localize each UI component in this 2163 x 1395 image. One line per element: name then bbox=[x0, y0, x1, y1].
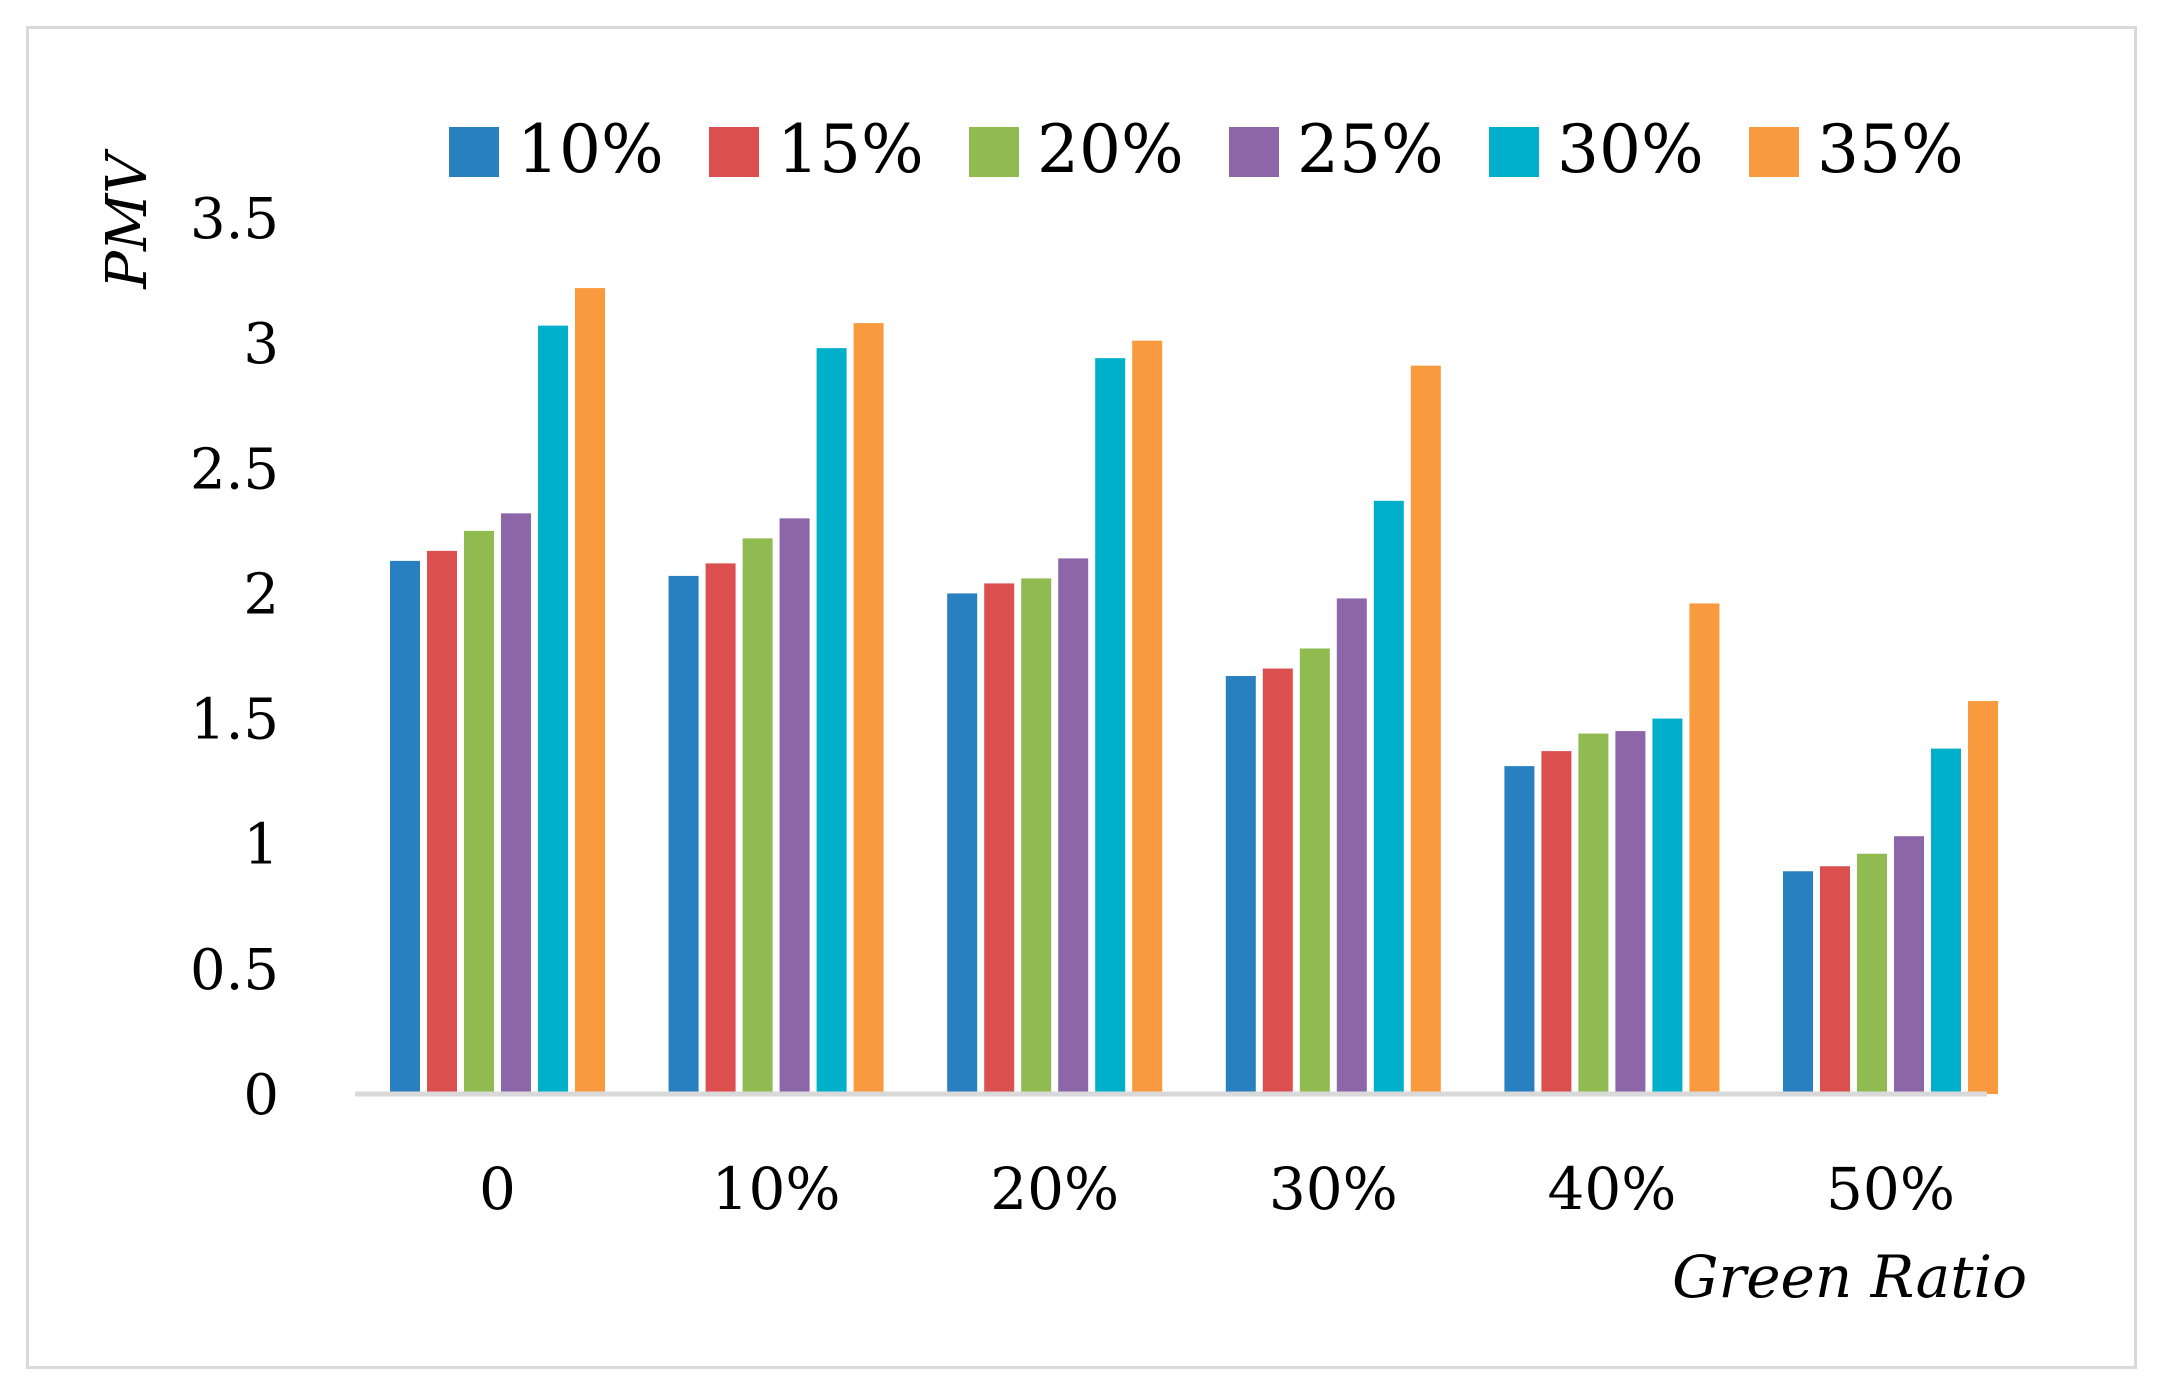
bar bbox=[1058, 558, 1089, 1094]
bar bbox=[853, 323, 884, 1094]
legend-swatch bbox=[449, 127, 499, 177]
y-tick-label: 0.5 bbox=[190, 938, 279, 1003]
bar bbox=[1783, 871, 1813, 1094]
bar bbox=[1336, 598, 1367, 1094]
y-tick-label: 0 bbox=[243, 1063, 279, 1128]
bar bbox=[1021, 578, 1052, 1094]
y-tick-label: 3 bbox=[243, 312, 279, 377]
legend-label: 35% bbox=[1817, 111, 1964, 188]
x-tick-label: 30% bbox=[1269, 1155, 1398, 1223]
bar bbox=[501, 513, 531, 1094]
legend-swatch bbox=[709, 127, 759, 177]
legend-swatch bbox=[1229, 127, 1279, 177]
y-tick-label: 2.5 bbox=[190, 437, 279, 502]
bars bbox=[390, 288, 1998, 1095]
legend-label: 10% bbox=[517, 111, 664, 188]
y-axis-label: PMV bbox=[95, 148, 160, 290]
x-axis-label: Green Ratio bbox=[1672, 1243, 2027, 1311]
bar bbox=[1225, 676, 1256, 1094]
legend-swatch bbox=[969, 127, 1019, 177]
bar bbox=[427, 550, 457, 1094]
bar bbox=[779, 518, 810, 1094]
legend: 10% 15% 20% 25% 30% 35% bbox=[449, 111, 1964, 188]
bar bbox=[947, 593, 978, 1094]
bar bbox=[1968, 701, 1998, 1094]
bar bbox=[668, 575, 699, 1094]
bar bbox=[1578, 733, 1609, 1094]
bar bbox=[742, 538, 773, 1094]
bar bbox=[1262, 668, 1293, 1094]
y-tick-label: 1.5 bbox=[190, 688, 279, 753]
chart-frame: 10% 15% 20% 25% 30% 35% PMV 0 0.5 1 1.5 2 2.5 3 3.5 … bbox=[26, 26, 2137, 1369]
bar bbox=[390, 560, 420, 1094]
bar bbox=[1504, 766, 1535, 1094]
legend-label: 30% bbox=[1557, 111, 1704, 188]
bar bbox=[464, 530, 494, 1094]
y-tick-label: 2 bbox=[243, 562, 279, 627]
bar bbox=[1410, 365, 1441, 1094]
legend-label: 15% bbox=[777, 111, 924, 188]
bar bbox=[705, 563, 736, 1094]
bar bbox=[1299, 648, 1330, 1094]
y-axis-ticks: 0 0.5 1 1.5 2 2.5 3 3.5 bbox=[190, 187, 279, 1128]
legend-swatch bbox=[1749, 127, 1799, 177]
bar bbox=[538, 325, 568, 1094]
bar bbox=[1373, 500, 1404, 1094]
bar bbox=[1132, 340, 1163, 1094]
bar bbox=[1894, 836, 1924, 1094]
bar bbox=[1820, 866, 1850, 1094]
bar bbox=[984, 583, 1015, 1094]
x-tick-label: 0 bbox=[479, 1155, 516, 1223]
legend-label: 25% bbox=[1297, 111, 1444, 188]
legend-swatch bbox=[1489, 127, 1539, 177]
bar bbox=[1689, 603, 1720, 1094]
legend-label: 20% bbox=[1037, 111, 1184, 188]
bar bbox=[816, 348, 847, 1094]
bar bbox=[1652, 718, 1683, 1094]
bar bbox=[1857, 853, 1887, 1094]
bar bbox=[1615, 731, 1646, 1094]
x-tick-label: 50% bbox=[1826, 1155, 1955, 1223]
x-tick-label: 10% bbox=[712, 1155, 841, 1223]
y-tick-label: 1 bbox=[243, 813, 279, 878]
bar bbox=[575, 288, 605, 1095]
x-tick-label: 40% bbox=[1547, 1155, 1676, 1223]
bar bbox=[1541, 751, 1572, 1094]
x-tick-label: 20% bbox=[990, 1155, 1119, 1223]
bar bbox=[1095, 358, 1126, 1094]
y-tick-label: 3.5 bbox=[190, 187, 279, 252]
x-axis-ticks: 0 10% 20% 30% 40% 50% bbox=[479, 1155, 1955, 1223]
bar bbox=[1931, 748, 1961, 1094]
bar-chart: 10% 15% 20% 25% 30% 35% PMV 00.511.522.533.5 … bbox=[95, 111, 2027, 1311]
